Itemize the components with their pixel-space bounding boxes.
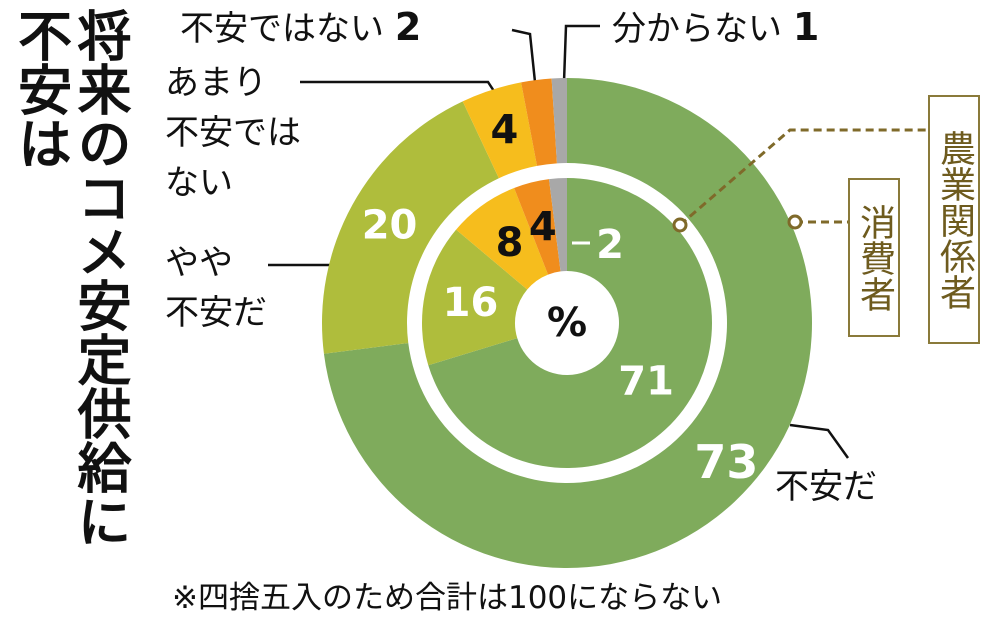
leaders <box>268 24 850 459</box>
donut-segment <box>551 78 567 164</box>
category-label: 不安だ <box>775 467 877 507</box>
value-label: 4 <box>491 107 519 153</box>
legend-entry: 消費者 <box>848 178 900 337</box>
rings <box>322 78 812 568</box>
value-label: 71 <box>618 359 674 405</box>
chart-title: 将来のコメ安定供給に不安は <box>8 8 131 548</box>
leader <box>562 24 600 83</box>
donut-segment <box>521 78 557 166</box>
category-label: 不安ではない <box>180 9 384 49</box>
category-label-row: 分からない 1 <box>612 2 819 54</box>
category-label: やや 不安だ <box>165 243 267 333</box>
leader-dot <box>672 217 688 233</box>
value-label: 2 <box>596 222 624 268</box>
leader-dot <box>787 214 803 230</box>
value-label: 73 <box>694 435 758 489</box>
donut-segment <box>462 82 538 179</box>
note: ※四捨五入のため合計は100にならない <box>172 580 723 616</box>
donut-segment <box>428 178 712 468</box>
value-label: 4 <box>529 205 557 251</box>
category-label: あまり 不安では ない <box>165 63 301 203</box>
category-label-row: 不安ではない 2 <box>180 2 421 54</box>
leader <box>511 28 537 83</box>
value-label: 2 <box>394 5 422 49</box>
series-leaders <box>679 128 928 227</box>
legend-entry: 農業関係者 <box>928 95 980 344</box>
donut-segment <box>456 187 549 290</box>
ring-gap <box>408 164 726 482</box>
donut-segment <box>549 178 567 272</box>
donut-segment <box>323 78 812 568</box>
unit-label: % <box>547 300 587 346</box>
donut-segment <box>514 179 561 275</box>
value-label: 8 <box>496 220 524 266</box>
donut-segment <box>422 229 528 366</box>
value-label: 20 <box>362 202 418 248</box>
category-label: 分からない <box>612 9 782 49</box>
donut-segment <box>322 101 499 354</box>
value-label: 1 <box>792 5 820 49</box>
value-label: 16 <box>443 280 499 326</box>
leader <box>679 128 928 227</box>
leader <box>789 423 850 459</box>
